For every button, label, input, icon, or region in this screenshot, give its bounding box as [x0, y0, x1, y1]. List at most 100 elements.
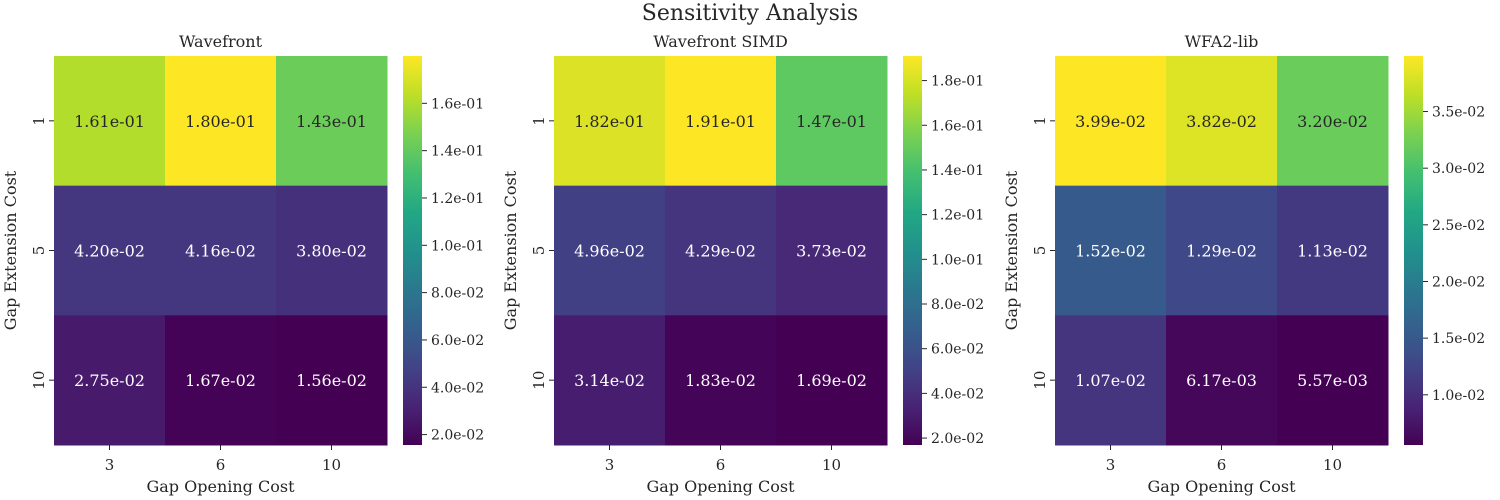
heatmap-cell — [1277, 56, 1389, 187]
colorbar-tick-label: 1.0e-01 — [931, 252, 984, 268]
cell-annotation: 1.52e-02 — [1075, 242, 1146, 261]
x-tick-label: 10 — [322, 456, 341, 474]
heatmap-cell — [1055, 56, 1167, 187]
x-axis-label: Gap Opening Cost — [146, 477, 295, 496]
heatmap-cell — [554, 185, 666, 316]
x-tick-label: 10 — [822, 456, 841, 474]
cell-annotation: 5.57e-03 — [1297, 371, 1368, 390]
cell-annotation: 1.80e-01 — [185, 112, 256, 131]
heatmap-cell — [776, 315, 888, 446]
y-tick-label: 1 — [530, 116, 548, 126]
cell-annotation: 3.73e-02 — [796, 242, 867, 261]
cell-annotation: 3.20e-02 — [1297, 112, 1368, 131]
colorbar-tick-label: 1.8e-01 — [931, 74, 984, 90]
heatmap-cell — [776, 56, 888, 187]
y-tick-label: 10 — [30, 371, 48, 390]
colorbar-tick-label: 2.0e-02 — [1432, 274, 1485, 290]
colorbar-tick-label: 2.5e-02 — [1432, 218, 1485, 234]
cell-annotation: 1.83e-02 — [685, 371, 756, 390]
y-tick-label: 1 — [1031, 116, 1049, 126]
colorbar — [1404, 56, 1423, 445]
y-tick-label: 10 — [1031, 371, 1049, 390]
panel-title: Wavefront SIMD — [653, 32, 788, 51]
cell-annotation: 1.56e-02 — [296, 371, 367, 390]
heatmap-cell — [276, 315, 388, 446]
heatmap-cell — [276, 185, 388, 316]
colorbar-tick-label: 1.0e-01 — [431, 238, 484, 254]
heatmap-cell — [165, 56, 277, 187]
heatmap-cell — [165, 315, 277, 446]
colorbar-tick-label: 1.0e-02 — [1432, 388, 1485, 404]
colorbar-tick-label: 6.0e-02 — [931, 342, 984, 358]
cell-annotation: 1.91e-01 — [685, 112, 756, 131]
x-tick-label: 6 — [716, 456, 726, 474]
colorbar — [403, 56, 422, 445]
x-axis-label: Gap Opening Cost — [1147, 477, 1296, 496]
colorbar-tick-label: 2.0e-02 — [431, 428, 484, 444]
heatmap-cell — [1055, 315, 1167, 446]
x-tick-label: 3 — [105, 456, 115, 474]
heatmap-panel-1: Wavefront 1.61e-01 1.80e-01 1.43e-01 4.20e-0… — [1, 32, 484, 496]
y-tick-label: 5 — [1031, 246, 1049, 256]
cell-annotation: 1.67e-02 — [185, 371, 256, 390]
colorbar-tick-label: 8.0e-02 — [431, 286, 484, 302]
panel-title: Wavefront — [179, 32, 263, 51]
heatmap-cell — [665, 185, 777, 316]
x-tick-label: 6 — [1217, 456, 1227, 474]
colorbar-tick-label: 4.0e-02 — [931, 386, 984, 402]
y-axis-label: Gap Extension Cost — [501, 170, 520, 330]
heatmap-cell — [1277, 315, 1389, 446]
heatmap-panel-3: WFA2-lib 3.99e-02 3.82e-02 3.20e-02 1.52e-02… — [1002, 32, 1485, 496]
heatmap-cell — [776, 185, 888, 316]
heatmap-cell — [1277, 185, 1389, 316]
colorbar-tick-label: 3.5e-02 — [1432, 105, 1485, 121]
y-tick-label: 10 — [530, 371, 548, 390]
colorbar-tick-label: 2.0e-02 — [931, 431, 984, 447]
cell-annotation: 1.61e-01 — [74, 112, 145, 131]
heatmap-cell — [554, 315, 666, 446]
y-tick-label: 1 — [30, 116, 48, 126]
cell-annotation: 4.96e-02 — [574, 242, 645, 261]
figure-title: Sensitivity Analysis — [641, 1, 859, 26]
heatmap-cell — [54, 56, 166, 187]
colorbar — [903, 56, 922, 445]
panel-title: WFA2-lib — [1185, 32, 1259, 51]
heatmap-cell — [1166, 185, 1278, 316]
cell-annotation: 3.99e-02 — [1075, 112, 1146, 131]
colorbar-tick-label: 4.0e-02 — [431, 380, 484, 396]
colorbar-tick-label: 1.2e-01 — [431, 191, 484, 207]
heatmap-cell — [554, 56, 666, 187]
cell-annotation: 1.43e-01 — [296, 112, 367, 131]
y-axis-label: Gap Extension Cost — [1, 170, 20, 330]
colorbar-tick-label: 1.6e-01 — [931, 118, 984, 134]
x-tick-label: 10 — [1323, 456, 1342, 474]
x-tick-label: 6 — [216, 456, 226, 474]
cell-annotation: 1.29e-02 — [1186, 242, 1257, 261]
cell-annotation: 3.14e-02 — [574, 371, 645, 390]
x-axis-label: Gap Opening Cost — [646, 477, 795, 496]
y-tick-label: 5 — [30, 246, 48, 256]
cell-annotation: 1.82e-01 — [574, 112, 645, 131]
cell-annotation: 6.17e-03 — [1186, 371, 1257, 390]
colorbar-tick-label: 1.2e-01 — [931, 208, 984, 224]
y-axis-label: Gap Extension Cost — [1002, 170, 1021, 330]
colorbar-tick-label: 3.0e-02 — [1432, 161, 1485, 177]
cell-annotation: 1.69e-02 — [796, 371, 867, 390]
heatmap-cell — [665, 56, 777, 187]
heatmap-cell — [1166, 315, 1278, 446]
heatmap-cell — [276, 56, 388, 187]
cell-annotation: 1.07e-02 — [1075, 371, 1146, 390]
heatmap-cell — [665, 315, 777, 446]
colorbar-tick-label: 1.6e-01 — [431, 96, 484, 112]
cell-annotation: 3.80e-02 — [296, 242, 367, 261]
colorbar-tick-label: 1.4e-01 — [431, 144, 484, 160]
cell-annotation: 1.13e-02 — [1297, 242, 1368, 261]
cell-annotation: 3.82e-02 — [1186, 112, 1257, 131]
y-tick-label: 5 — [530, 246, 548, 256]
x-tick-label: 3 — [1106, 456, 1116, 474]
colorbar-tick-label: 1.4e-01 — [931, 163, 984, 179]
cell-annotation: 4.29e-02 — [685, 242, 756, 261]
colorbar-tick-label: 6.0e-02 — [431, 333, 484, 349]
heatmap-panel-2: Wavefront SIMD 1.82e-01 1.91e-01 1.47e-01 4.… — [501, 32, 984, 496]
